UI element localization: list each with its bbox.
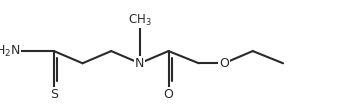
- Text: H$_2$N: H$_2$N: [0, 44, 20, 59]
- Text: CH$_3$: CH$_3$: [128, 13, 152, 28]
- Text: N: N: [135, 57, 145, 70]
- Text: O: O: [219, 57, 229, 70]
- Text: O: O: [163, 88, 174, 101]
- Text: S: S: [50, 88, 58, 101]
